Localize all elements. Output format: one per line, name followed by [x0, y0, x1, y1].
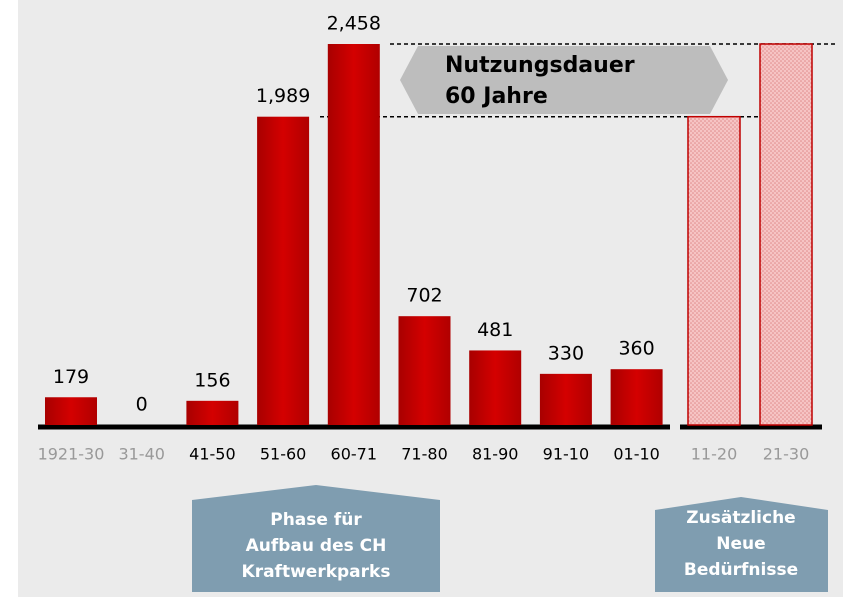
- lifetime-arrow: [400, 46, 728, 114]
- value-label: 156: [194, 369, 230, 391]
- bar: [186, 400, 239, 425]
- value-label: 0: [136, 394, 148, 416]
- value-label: 481: [477, 319, 513, 341]
- x-tick-label: 91-10: [543, 445, 590, 464]
- bar: [45, 397, 97, 425]
- lifetime-label: Nutzungsdauer: [445, 53, 635, 78]
- phase-label: Phase für: [270, 510, 362, 530]
- value-label: 330: [548, 342, 584, 364]
- x-tick-label: 81-90: [472, 445, 519, 464]
- additional-label: Neue: [716, 534, 765, 554]
- lifetime-label: 60 Jahre: [445, 84, 548, 109]
- bar: [610, 369, 663, 425]
- bar: [327, 44, 380, 425]
- additional-label: Bedürfnisse: [684, 560, 798, 580]
- x-tick-label: 31-40: [118, 445, 165, 464]
- additional-label: Zusätzliche: [686, 508, 795, 528]
- x-tick-label: 71-80: [401, 445, 448, 464]
- x-tick-label: 21-30: [763, 445, 810, 464]
- x-tick-label: 51-60: [260, 445, 307, 464]
- phase-label: Kraftwerkparks: [242, 562, 391, 582]
- x-tick-label: 41-50: [189, 445, 236, 464]
- additional-box: [655, 497, 828, 592]
- phase-box: [192, 485, 440, 592]
- value-label: 1,989: [256, 85, 310, 107]
- value-label: 702: [406, 285, 442, 307]
- x-tick-label: 11-20: [691, 445, 738, 464]
- bar: [398, 316, 451, 425]
- x-tick-label: 01-10: [613, 445, 660, 464]
- value-label: 360: [618, 338, 654, 360]
- bar: [759, 43, 813, 426]
- x-tick-label: 60-71: [331, 445, 378, 464]
- value-label: 179: [53, 366, 89, 388]
- bar: [539, 373, 592, 425]
- phase-label: Aufbau des CH: [246, 536, 387, 556]
- x-tick-label: 1921-30: [38, 445, 105, 464]
- value-label: 2,458: [327, 13, 381, 35]
- bar: [469, 350, 522, 425]
- bar: [257, 116, 310, 426]
- bar: [687, 115, 741, 426]
